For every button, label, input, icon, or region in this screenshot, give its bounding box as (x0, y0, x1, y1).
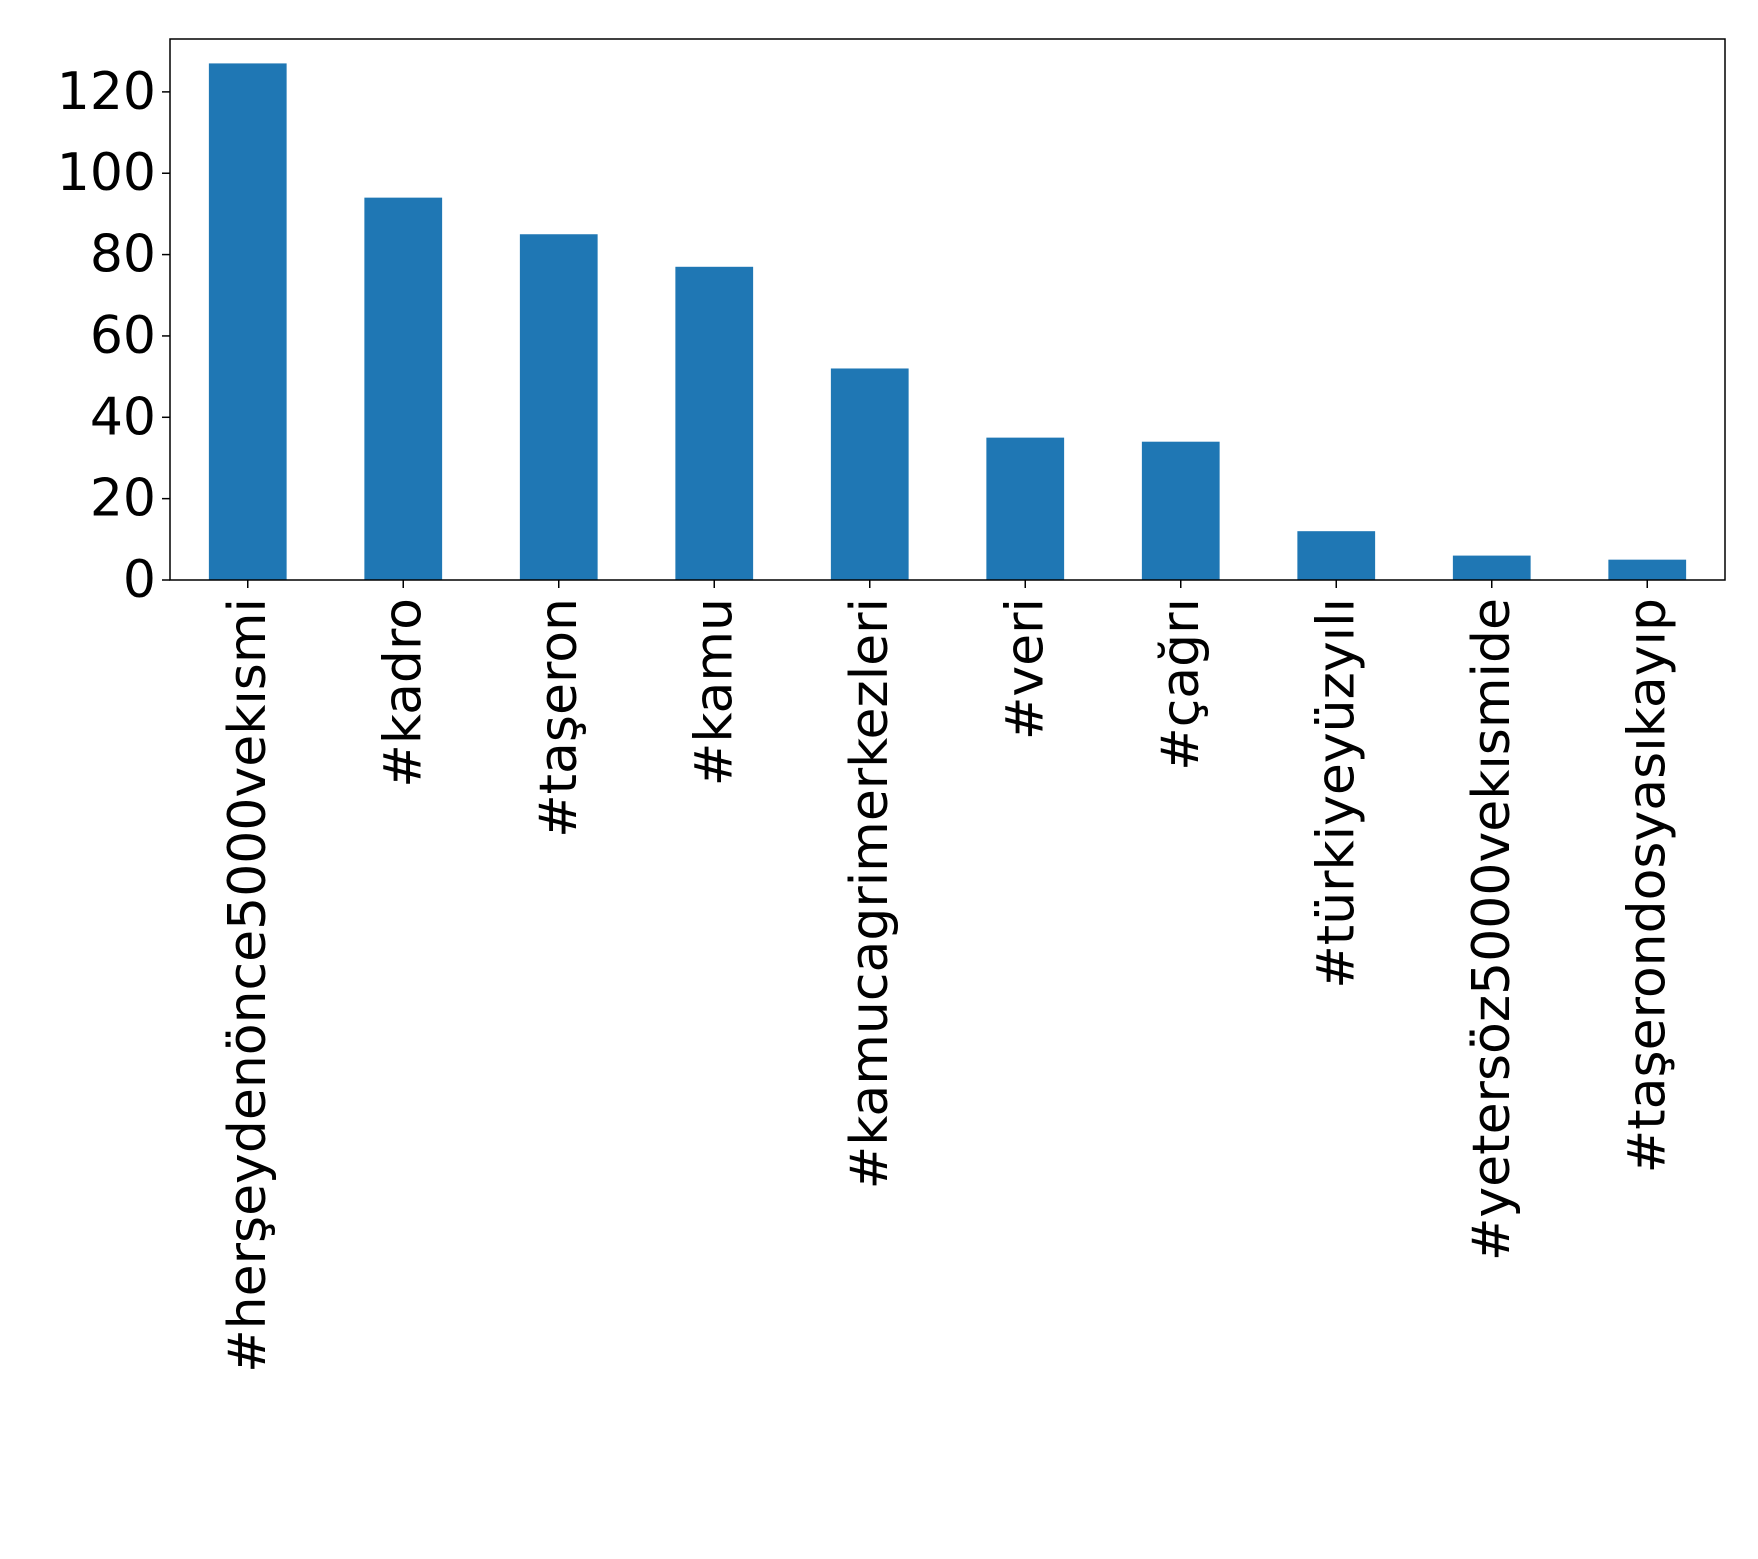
x-tick-label: #kamu (684, 598, 744, 786)
y-tick-label: 0 (123, 550, 156, 610)
x-axis: #herşeydenönce5000vekısmi #kadro #taşeron #… (218, 580, 1677, 1373)
bar (519, 234, 598, 581)
x-tick-label: #taşerondosyasıkayıp (1617, 598, 1677, 1173)
x-tick-label: #herşeydenönce5000vekısmi (218, 598, 278, 1373)
y-tick-label: 40 (90, 387, 156, 447)
x-tick-label: #yetersöz5000vekısmide (1462, 598, 1522, 1261)
bar (1452, 555, 1531, 580)
x-tick-label: #veri (995, 598, 1055, 740)
bar (364, 197, 443, 580)
x-tick-label: #kamucagrimerkezleri (840, 598, 900, 1189)
bars-group (208, 63, 1687, 581)
plot-frame (169, 38, 1726, 581)
x-tick-label: #kadro (373, 598, 433, 788)
x-tick-label: #türkiyeyüzyılı (1306, 598, 1366, 989)
bar (830, 368, 909, 580)
y-tick-label: 80 (90, 225, 156, 285)
y-tick-label: 20 (90, 469, 156, 529)
y-tick-label: 60 (90, 306, 156, 366)
bar (1297, 531, 1376, 580)
y-tick-label: 120 (57, 62, 156, 122)
x-tick-label: #çağrı (1151, 598, 1211, 771)
bar (1141, 441, 1220, 580)
y-tick-label: 100 (57, 143, 156, 203)
bar (675, 266, 754, 580)
y-axis: 0 20 40 60 80 100 120 (57, 62, 170, 610)
x-tick-label: #taşeron (529, 598, 589, 838)
bar (1608, 559, 1687, 580)
bar (986, 437, 1065, 580)
bar (208, 63, 287, 581)
